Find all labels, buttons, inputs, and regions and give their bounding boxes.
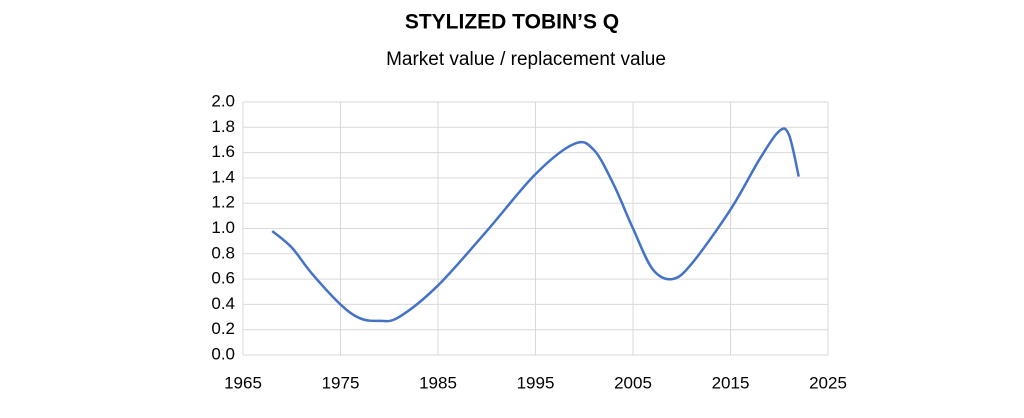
x-tick-label: 1995 <box>517 373 555 392</box>
x-tick-label: 1985 <box>419 373 457 392</box>
y-tick-label: 1.8 <box>211 117 235 136</box>
x-tick-label: 1975 <box>322 373 360 392</box>
x-tick-label: 2025 <box>809 373 847 392</box>
x-tick-label: 2015 <box>712 373 750 392</box>
chart-subtitle: Market value / replacement value <box>386 49 666 70</box>
y-tick-label: 1.6 <box>211 142 235 161</box>
y-tick-label: 0.0 <box>211 344 235 363</box>
y-tick-label: 2.0 <box>211 91 235 110</box>
x-tick-label: 1965 <box>224 373 262 392</box>
chart-title: STYLIZED TOBIN’S Q <box>405 11 619 34</box>
y-tick-label: 1.0 <box>211 218 235 237</box>
y-tick-label: 0.4 <box>211 294 235 313</box>
y-tick-label: 1.4 <box>211 167 235 186</box>
data-line <box>271 127 800 323</box>
x-tick-label: 2005 <box>614 373 652 392</box>
y-tick-label: 0.6 <box>211 269 235 288</box>
y-tick-label: 1.2 <box>211 193 235 212</box>
y-tick-label: 0.8 <box>211 243 235 262</box>
y-tick-label: 0.2 <box>211 319 235 338</box>
